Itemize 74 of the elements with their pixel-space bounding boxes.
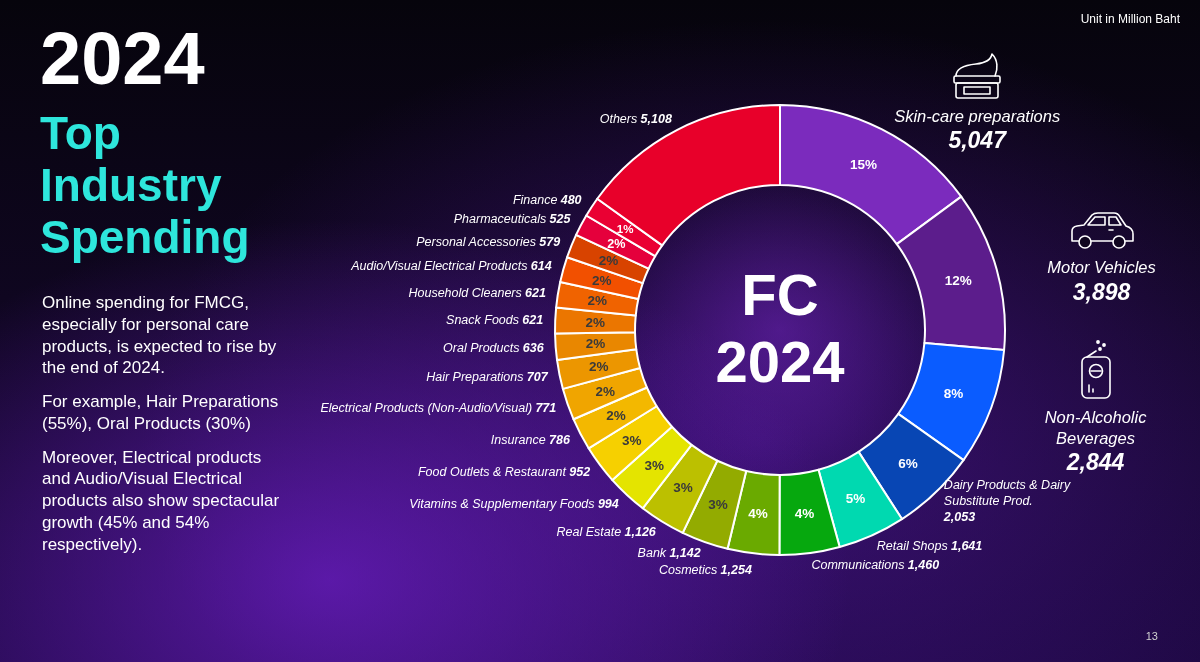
data-label: 5,108 [640, 112, 672, 127]
slice-label: Food Outlets & Restaurant [417, 464, 567, 479]
slice-label: Snack Foods [446, 313, 520, 328]
data-label: 579 [539, 234, 561, 249]
slice-label: Communications [811, 557, 905, 572]
slice-label: Motor Vehicles [1047, 258, 1156, 277]
text: 5% [845, 491, 866, 507]
data-label: 1,254 [720, 563, 752, 578]
slice-label: Insurance [490, 432, 546, 447]
text: 2% [595, 383, 616, 399]
slice-label: Finance [512, 193, 558, 208]
data-label: 525 [549, 212, 572, 227]
text: 15% [849, 157, 878, 173]
text: 4% [748, 506, 768, 522]
text: 2% [607, 236, 626, 251]
text: 2% [588, 359, 609, 375]
slice-label: Dairy Products & Dairy Substitute Prod. [943, 478, 1072, 509]
data-label: 480 [559, 193, 582, 208]
data-label: 771 [535, 401, 557, 416]
text: Unit in Million Baht [1080, 12, 1180, 26]
data-label: 621 [522, 313, 544, 328]
text: 2% [585, 336, 606, 352]
text: 12% [944, 272, 972, 288]
slice-label: Household Cleaners [408, 285, 522, 300]
text: 1% [616, 222, 634, 235]
text: 2024 [715, 328, 845, 394]
slice-label: Audio/Visual Electrical Products [350, 259, 528, 274]
text: 6% [898, 456, 918, 472]
data-label: 2,844 [1065, 449, 1125, 476]
data-label: 707 [526, 369, 549, 384]
slice-label: Oral Products [443, 340, 520, 355]
slice-label: Vitamins & Supplementary Foods [409, 496, 595, 511]
data-label: 5,047 [948, 127, 1008, 154]
slice-label: Retail Shops [876, 539, 948, 554]
data-label: 994 [597, 496, 619, 511]
slice-label: Hair Preparations [426, 369, 524, 384]
text: 3% [622, 433, 642, 449]
text: 2% [606, 408, 626, 424]
data-label: 1,641 [951, 539, 983, 554]
data-label: 636 [522, 340, 545, 355]
text: 2% [598, 253, 619, 269]
text: 3% [673, 480, 693, 496]
text: 4% [794, 505, 815, 521]
text: 2% [592, 272, 612, 288]
text: Online spending for FMCG, especially for personal care products, is expected to rise by the end of 2024. [42, 292, 278, 379]
data-label: 1,126 [624, 524, 657, 539]
text: 8% [943, 386, 964, 402]
slice-label: Personal Accessories [416, 234, 536, 249]
data-label: 1,142 [669, 546, 701, 561]
data-label: 621 [525, 285, 546, 300]
data-label: 786 [549, 432, 571, 447]
slice-label: Bank [637, 546, 667, 561]
text: FC [741, 262, 819, 327]
text: For example, Hair Preparations (55%), Oral Products (30%) [42, 391, 280, 435]
data-label: 3,898 [1072, 278, 1131, 305]
data-label: 614 [530, 259, 552, 274]
slice-label: Pharmaceuticals [453, 212, 547, 227]
text: 2% [585, 314, 605, 330]
text: 3% [708, 496, 728, 512]
slice-label: Skin-care preparations [894, 106, 1061, 125]
text: Moreover, Electrical products and Audio/Visual Electrical products also show spectacular growth (45% and 54% respectively). [42, 446, 281, 556]
slice-label: Cosmetics [658, 563, 718, 578]
slice-label: Electrical Products (Non-Audio/Visual) [320, 401, 533, 416]
data-label: 1,460 [907, 557, 940, 572]
slice-label: Others [599, 112, 638, 127]
slice-label: Real Estate [556, 524, 622, 539]
slice-label: Non-Alcoholic Beverages [1044, 407, 1148, 447]
data-label: 952 [569, 464, 591, 479]
text: Top Industry Spending [40, 107, 251, 264]
text: 3% [644, 458, 664, 474]
text: 13 [1145, 630, 1158, 642]
chart-title: 2024 [40, 17, 205, 100]
text: 2% [587, 293, 608, 309]
data-label: 2,053 [942, 510, 976, 525]
